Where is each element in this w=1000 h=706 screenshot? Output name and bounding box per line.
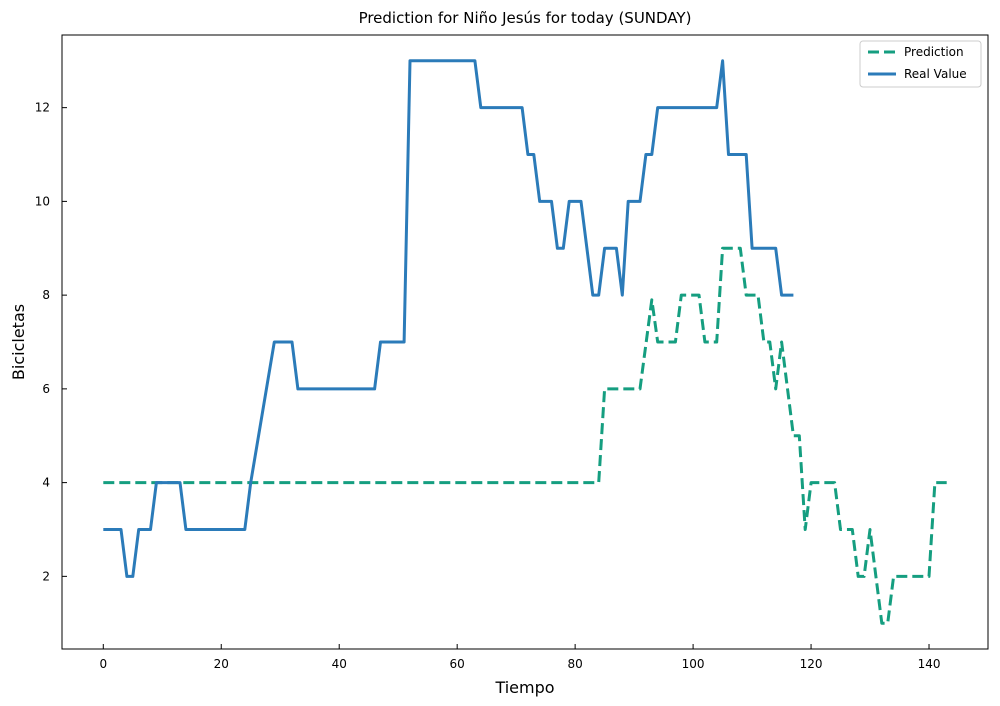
series-lines [103,59,947,625]
axis-ticks: 0 20 40 60 80 100 120 140 2 4 6 8 10 12 [35,101,941,671]
series-line-prediction [103,246,947,625]
x-tick-label: 140 [918,657,941,671]
chart-title: Prediction for Niño Jesús for today (SUN… [359,9,692,27]
x-tick-label: 0 [99,657,107,671]
y-axis-label: Bicicletas [9,304,28,380]
y-tick-label: 12 [35,101,50,115]
x-axis-label: Tiempo [494,678,554,697]
x-tick-label: 80 [567,657,582,671]
legend-label: Real Value [904,67,967,81]
x-tick-label: 120 [800,657,823,671]
x-tick-label: 60 [450,657,465,671]
legend-label: Prediction [904,45,964,59]
y-tick-label: 4 [42,476,50,490]
y-tick-label: 6 [42,382,50,396]
x-tick-label: 40 [332,657,347,671]
series-line-real-value [103,59,794,578]
y-tick-label: 10 [35,194,50,208]
y-tick-label: 8 [42,288,50,302]
legend: Prediction Real Value [859,40,982,88]
y-tick-label: 2 [42,569,50,583]
x-tick-label: 100 [682,657,705,671]
x-tick-label: 20 [214,657,229,671]
plot-frame [61,34,989,650]
